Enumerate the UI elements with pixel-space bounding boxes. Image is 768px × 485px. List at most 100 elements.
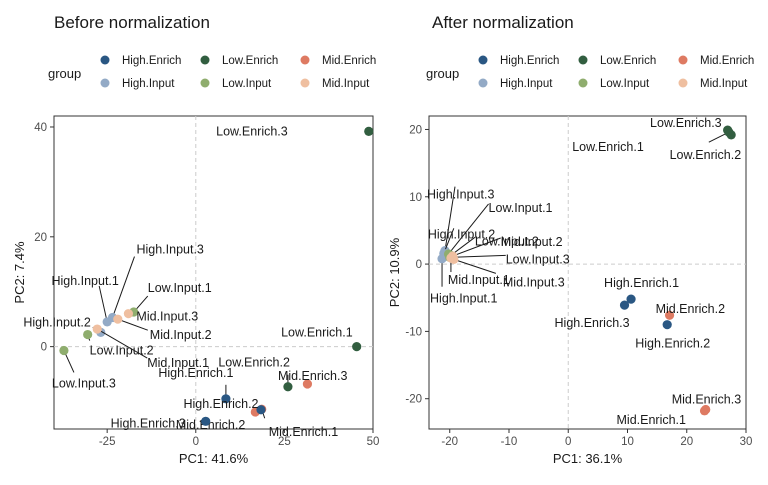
- data-point-high-enrich-3: [201, 416, 211, 426]
- point-label: Mid.Input.2: [150, 328, 212, 342]
- legend-label: Mid.Enrich: [700, 55, 754, 67]
- legend-title: group: [426, 66, 459, 81]
- y-tick-label: 20: [409, 124, 422, 136]
- point-label: Low.Input.1: [489, 201, 553, 215]
- point-label: Mid.Input.2: [501, 235, 563, 249]
- point-label: Low.Input.2: [475, 234, 539, 248]
- chart-title: Before normalization: [54, 13, 210, 32]
- point-label: High.Enrich.1: [604, 276, 679, 290]
- y-axis-title: PC2: 7.4%: [12, 241, 27, 304]
- point-label: High.Enrich.3: [555, 316, 630, 330]
- point-label: High.Enrich.3: [111, 416, 186, 430]
- chart-panel-1: Before normalization group High.Enrich Low.…: [12, 13, 379, 466]
- data-point-high-enrich-1: [626, 294, 636, 304]
- point-label: Low.Input.3: [52, 376, 116, 390]
- y-axis-title: PC2: 10.9%: [387, 237, 402, 307]
- legend-key-low-enrich: [200, 55, 210, 65]
- legend: group High.Enrich Low.Enrich Mid.Enrich High…: [426, 55, 754, 90]
- point-label: Low.Enrich.3: [650, 116, 722, 130]
- data-point-high-input-1: [437, 254, 447, 264]
- y-tick-label: 20: [34, 232, 47, 244]
- point-label: Mid.Enrich.3: [672, 392, 742, 406]
- x-tick-label: 20: [680, 436, 693, 448]
- label-leader-line: [112, 256, 135, 318]
- x-axis-title: PC1: 41.6%: [179, 451, 249, 466]
- y-tick-label: 40: [34, 122, 47, 134]
- data-point-low-enrich-2: [726, 130, 736, 140]
- x-tick-label: -10: [501, 436, 518, 448]
- legend-label: High.Input: [500, 78, 553, 90]
- data-point-mid-input-3: [123, 309, 134, 319]
- data-point-low-enrich-2: [283, 382, 293, 392]
- legend-label: High.Enrich: [500, 55, 559, 67]
- point-label: High.Input.2: [428, 227, 495, 241]
- point-label: Mid.Enrich.2: [176, 418, 246, 432]
- x-tick-label: 50: [367, 436, 380, 448]
- legend-key-mid-input: [678, 78, 688, 88]
- label-leader-line: [448, 203, 489, 255]
- label-leader-line: [444, 186, 456, 251]
- legend-label: Mid.Input: [322, 78, 370, 90]
- x-tick-label: -20: [441, 436, 458, 448]
- data-point-high-enrich-3: [619, 300, 630, 310]
- point-label: High.Input.1: [430, 292, 497, 306]
- legend-label: High.Enrich: [122, 55, 181, 67]
- point-label: High.Input.1: [51, 274, 118, 288]
- legend-label: High.Input: [122, 78, 175, 90]
- data-point-high-input-1: [102, 317, 112, 327]
- chart-panel-2: After normalization group High.Enrich Low.E…: [387, 13, 754, 466]
- y-tick-label: 10: [409, 192, 422, 204]
- data-point-mid-input-1: [92, 324, 102, 334]
- legend-label: Low.Enrich: [222, 55, 278, 67]
- point-label: High.Enrich.2: [183, 397, 258, 411]
- point-label: Low.Input.3: [506, 252, 570, 266]
- x-axis-title: PC1: 36.1%: [553, 451, 623, 466]
- point-label: High.Enrich.1: [158, 366, 233, 380]
- y-tick-label: 0: [416, 259, 422, 271]
- data-point-high-enrich-2: [256, 405, 266, 415]
- data-point-low-enrich-3: [364, 126, 374, 136]
- label-leader-line: [453, 258, 497, 274]
- chart-title: After normalization: [432, 13, 574, 32]
- label-leader-line: [96, 328, 148, 359]
- label-leader-line: [98, 285, 108, 323]
- data-point-high-enrich-1: [221, 394, 231, 404]
- data-point-mid-enrich-1: [699, 406, 710, 416]
- point-label: Mid.Enrich.3: [278, 369, 348, 383]
- point-label: Low.Enrich.1: [281, 326, 353, 340]
- data-point-mid-enrich-2: [664, 310, 675, 320]
- data-point-mid-input-3: [449, 254, 459, 264]
- point-label: Mid.Enrich.1: [269, 425, 339, 439]
- point-label: High.Input.3: [136, 243, 203, 257]
- legend-label: Low.Input: [222, 78, 272, 90]
- legend-key-mid-enrich: [678, 55, 688, 65]
- point-label: Mid.Enrich.1: [617, 413, 687, 427]
- plot-border: [428, 115, 747, 430]
- x-tick-label: 10: [621, 436, 634, 448]
- y-tick-label: -10: [405, 326, 422, 338]
- x-tick-label: 25: [278, 436, 291, 448]
- point-label: Low.Enrich.2: [670, 148, 742, 162]
- x-tick-label: 0: [565, 436, 571, 448]
- legend-key-high-input: [100, 78, 110, 88]
- data-point-low-enrich-1: [352, 342, 362, 352]
- legend-title: group: [48, 66, 81, 81]
- point-label: Mid.Input.1: [448, 273, 510, 287]
- legend-key-high-enrich: [478, 55, 488, 65]
- x-tick-label: 30: [740, 436, 753, 448]
- point-label: Low.Input.1: [148, 281, 212, 295]
- point-label: Mid.Input.3: [503, 275, 565, 289]
- y-tick-label: 0: [41, 342, 47, 354]
- legend-key-high-input: [478, 78, 488, 88]
- legend-label: Low.Input: [600, 78, 650, 90]
- label-leader-line: [449, 254, 506, 258]
- label-leader-line: [452, 237, 501, 257]
- point-label: Low.Enrich.1: [572, 140, 644, 154]
- data-point-low-input-2: [83, 329, 93, 340]
- plot-border: [53, 115, 374, 430]
- point-label: High.Input.2: [23, 315, 90, 329]
- point-label: Low.Enrich.2: [218, 356, 290, 370]
- legend-key-low-input: [578, 78, 588, 88]
